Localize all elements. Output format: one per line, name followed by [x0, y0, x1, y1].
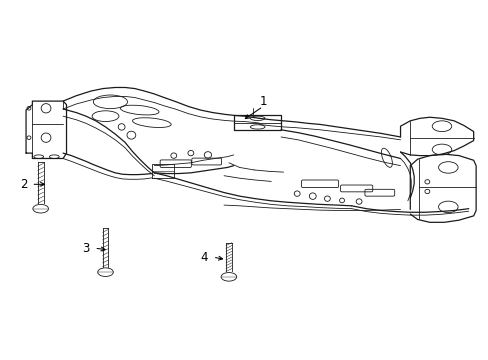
Text: 3: 3 [82, 242, 89, 255]
Text: 4: 4 [201, 251, 208, 264]
Text: 2: 2 [20, 178, 28, 191]
Text: 1: 1 [259, 95, 266, 108]
